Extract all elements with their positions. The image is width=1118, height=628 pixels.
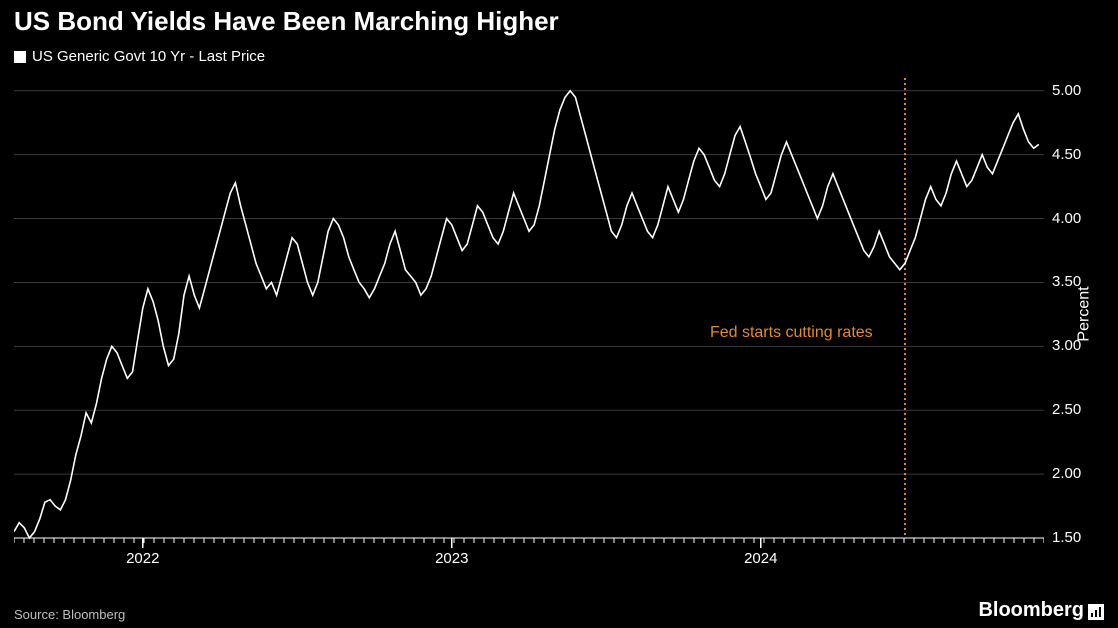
fed-annotation: Fed starts cutting rates xyxy=(710,324,873,342)
legend-swatch xyxy=(14,51,26,63)
y-tick-label: 3.00 xyxy=(1052,337,1081,354)
y-axis-title: Percent xyxy=(1075,286,1093,341)
legend-label: US Generic Govt 10 Yr - Last Price xyxy=(32,48,265,65)
y-tick-label: 3.50 xyxy=(1052,273,1081,290)
y-tick-label: 2.50 xyxy=(1052,401,1081,418)
y-tick-label: 4.50 xyxy=(1052,146,1081,163)
legend: US Generic Govt 10 Yr - Last Price xyxy=(14,48,265,65)
brand-text: Bloomberg xyxy=(978,599,1084,622)
source-footer: Source: Bloomberg xyxy=(14,607,125,622)
brand-icon xyxy=(1088,603,1104,619)
chart-title: US Bond Yields Have Been Marching Higher xyxy=(14,6,559,37)
brand-logo: Bloomberg xyxy=(978,599,1104,622)
y-tick-label: 1.50 xyxy=(1052,529,1081,546)
x-tick-label: 2022 xyxy=(126,550,159,567)
y-tick-label: 4.00 xyxy=(1052,210,1081,227)
chart-plot xyxy=(14,78,1044,562)
y-tick-label: 5.00 xyxy=(1052,82,1081,99)
chart-container: { "title": "US Bond Yields Have Been Mar… xyxy=(0,0,1118,628)
x-tick-label: 2023 xyxy=(435,550,468,567)
x-tick-label: 2024 xyxy=(744,550,777,567)
y-tick-label: 2.00 xyxy=(1052,465,1081,482)
